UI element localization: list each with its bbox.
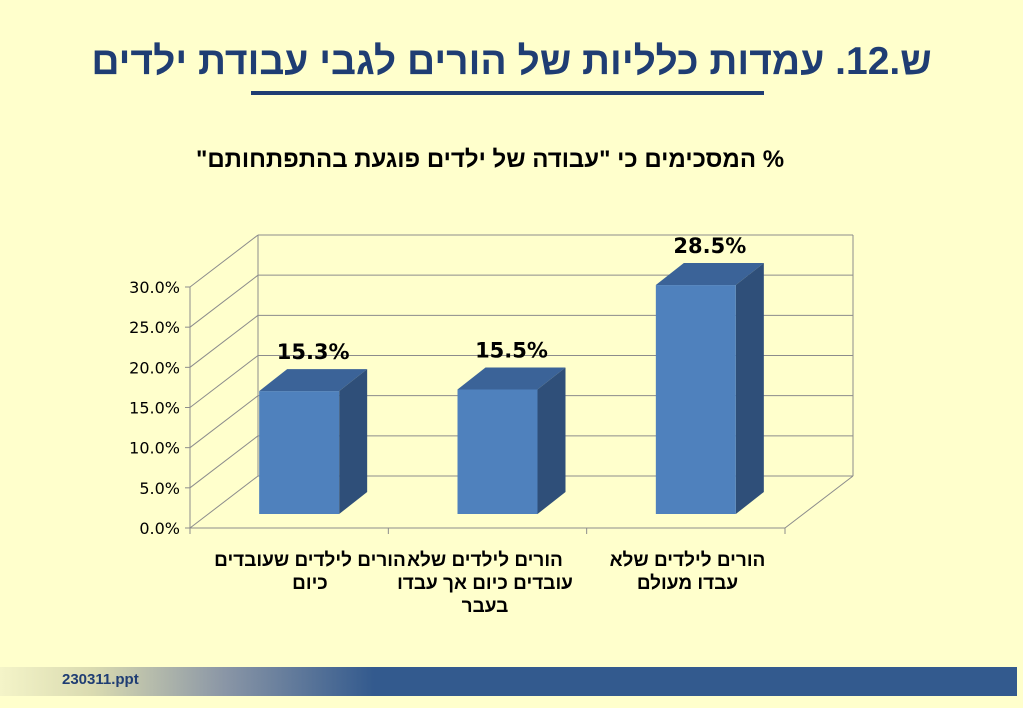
y-tick-label: 5.0% <box>139 479 180 498</box>
category-label: הורים לילדים שעובדים כיום <box>214 550 406 594</box>
gridline-diagonal <box>189 395 259 449</box>
footer-gradient <box>0 667 374 696</box>
gridline-diagonal <box>189 435 259 489</box>
bar-top <box>259 369 368 392</box>
y-tick-label: 20.0% <box>129 358 180 377</box>
bar-side <box>339 369 368 514</box>
y-tick-label: 10.0% <box>129 439 180 458</box>
bar <box>655 285 736 514</box>
y-tick-label: 25.0% <box>129 318 180 337</box>
footer-bar <box>374 667 1017 696</box>
gridline-diagonal <box>189 355 259 408</box>
chart-title: % המסכימים כי "עבודה של ילדים פוגעת בהתפ… <box>195 146 785 173</box>
data-label: 15.3% <box>277 340 350 364</box>
y-tick-label: 0.0% <box>139 519 180 538</box>
category-label: הורים לילדים שלא עבדו מעולם <box>609 550 766 594</box>
floor-edge <box>784 475 854 529</box>
gridline-diagonal <box>189 475 259 529</box>
gridline-diagonal <box>189 314 259 368</box>
gridline-diagonal <box>189 234 259 288</box>
y-tick-label: 30.0% <box>129 278 180 297</box>
bar-side <box>537 367 566 514</box>
bar-side <box>735 263 764 514</box>
footer-filename: 230311.ppt <box>62 671 139 688</box>
bar-top <box>655 263 764 286</box>
title-underline <box>251 91 764 95</box>
gridline-diagonal <box>189 274 259 328</box>
data-label: 28.5% <box>673 234 746 258</box>
slide-title: ש.12. עמדות כלליות של הורים לגבי עבודת י… <box>91 40 932 83</box>
category-label: הורים לילדים שלא עובדים כיום אך עבדו בעב… <box>397 550 573 617</box>
bar <box>259 391 340 514</box>
bar <box>457 389 538 514</box>
y-tick-label: 15.0% <box>129 399 180 418</box>
bar-top <box>457 367 566 390</box>
data-label: 15.5% <box>475 338 548 362</box>
